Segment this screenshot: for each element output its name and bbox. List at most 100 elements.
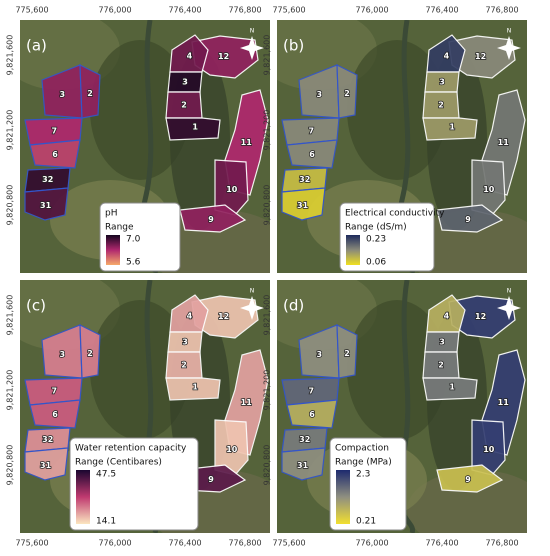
easting-label: 776,000: [355, 6, 388, 15]
plot-area: [169, 34, 209, 73]
plot-area: [214, 419, 249, 476]
plot-number: 12: [475, 52, 486, 61]
northing-label: 9,821,600: [263, 35, 272, 76]
panel-label: (b): [283, 37, 304, 55]
legend-title: Compaction: [335, 444, 389, 454]
easting-label: 775,600: [272, 6, 305, 15]
legend-title: pH: [105, 209, 117, 219]
northing-label: 9,820,800: [6, 445, 15, 486]
plot-number: 1: [192, 122, 198, 131]
compass-star: [497, 36, 521, 60]
legend-box: [69, 437, 199, 531]
legend-range: Range (Centibares): [75, 458, 162, 468]
easting-label: 775,600: [15, 6, 48, 15]
northing-label: 9,821,600: [6, 35, 15, 76]
plot-area: [281, 187, 326, 221]
plot-number: 4: [444, 51, 450, 60]
plot-area: [179, 204, 247, 233]
plot-number: 31: [297, 461, 309, 470]
plot-number: 7: [308, 386, 314, 395]
plot-number: 12: [475, 312, 486, 321]
plot-number: 31: [40, 461, 52, 470]
plot-area: [169, 294, 209, 333]
plot-area: [214, 159, 249, 216]
plot-number: 3: [182, 338, 188, 347]
easting-label: 776,400: [168, 539, 201, 548]
northing-label: 9,821,600: [263, 295, 272, 336]
plot-area: [286, 399, 338, 429]
easting-label: 775,600: [15, 539, 48, 548]
legend-max: 2.3: [356, 470, 370, 480]
legend-max: 0.23: [366, 235, 386, 245]
plot-number: 11: [498, 138, 510, 147]
legend-bar: [346, 235, 360, 265]
plot-number: 3: [316, 90, 322, 99]
plot-number: 10: [483, 185, 495, 194]
northing-label: 9,820,800: [263, 185, 272, 226]
legend-bar: [76, 470, 90, 524]
plot-number: 31: [297, 201, 309, 210]
plot-number: 11: [241, 398, 253, 407]
plot-number: 3: [59, 350, 65, 359]
plot-area: [286, 139, 338, 169]
legend-range: Range (dS/m): [345, 223, 407, 233]
northing-label: 9,821,200: [6, 370, 15, 411]
easting-label: 776,800: [228, 539, 261, 548]
compass-star: [240, 36, 264, 60]
easting-label: 776,000: [98, 6, 131, 15]
easting-label: 775,600: [272, 539, 305, 548]
legend-max: 7.0: [126, 235, 141, 245]
legend-min: 0.06: [366, 258, 386, 268]
plot-number: 1: [449, 122, 455, 131]
legend-box: [339, 202, 435, 272]
plot-area: [29, 399, 81, 429]
plot-number: 9: [208, 475, 214, 484]
legend-max: 47.5: [96, 470, 116, 480]
plot-number: 3: [316, 350, 322, 359]
north-arrow: N: [497, 28, 521, 60]
plot-area: [436, 204, 504, 233]
plot-area: [336, 324, 358, 379]
plot-number: 31: [40, 201, 52, 210]
plot-area: [426, 294, 466, 333]
legend: Electrical conductivity Range (dS/m) 0.23 0…: [339, 202, 445, 272]
plot-number: 10: [226, 185, 238, 194]
panel-label: (d): [283, 297, 304, 315]
plot-number: 6: [52, 150, 58, 159]
legend: pH Range 7.0 5.6: [99, 202, 181, 272]
plot-area: [29, 139, 81, 169]
easting-label: 776,400: [425, 539, 458, 548]
easting-label: 776,400: [168, 6, 201, 15]
plot-number: 1: [449, 382, 455, 391]
easting-label: 776,000: [98, 539, 131, 548]
plot-number: 4: [187, 311, 193, 320]
legend-range: Range: [105, 223, 134, 233]
terrain-patch: [407, 210, 527, 273]
plot-number: 12: [218, 312, 229, 321]
plot-number: 2: [87, 349, 93, 358]
plot-area: [281, 447, 326, 481]
compass-star: [240, 296, 264, 320]
easting-label: 776,800: [485, 539, 518, 548]
northing-label: 9,820,800: [6, 185, 15, 226]
north-label: N: [507, 28, 512, 35]
northing-label: 9,821,600: [6, 295, 15, 336]
legend: Water retention capacity Range (Centibare…: [69, 437, 199, 531]
legend-min: 14.1: [96, 517, 116, 527]
plot-number: 2: [438, 101, 444, 110]
plot-number: 6: [52, 410, 58, 419]
plot-number: 7: [51, 386, 57, 395]
terrain-patch: [347, 300, 447, 440]
plot-area: [24, 187, 69, 221]
plot-number: 2: [181, 101, 187, 110]
plot-number: 11: [241, 138, 253, 147]
north-arrow: N: [240, 28, 264, 60]
terrain-patch: [90, 300, 190, 440]
plot-area: [165, 377, 221, 401]
plot-number: 3: [439, 338, 445, 347]
panel-label: (a): [26, 37, 47, 55]
